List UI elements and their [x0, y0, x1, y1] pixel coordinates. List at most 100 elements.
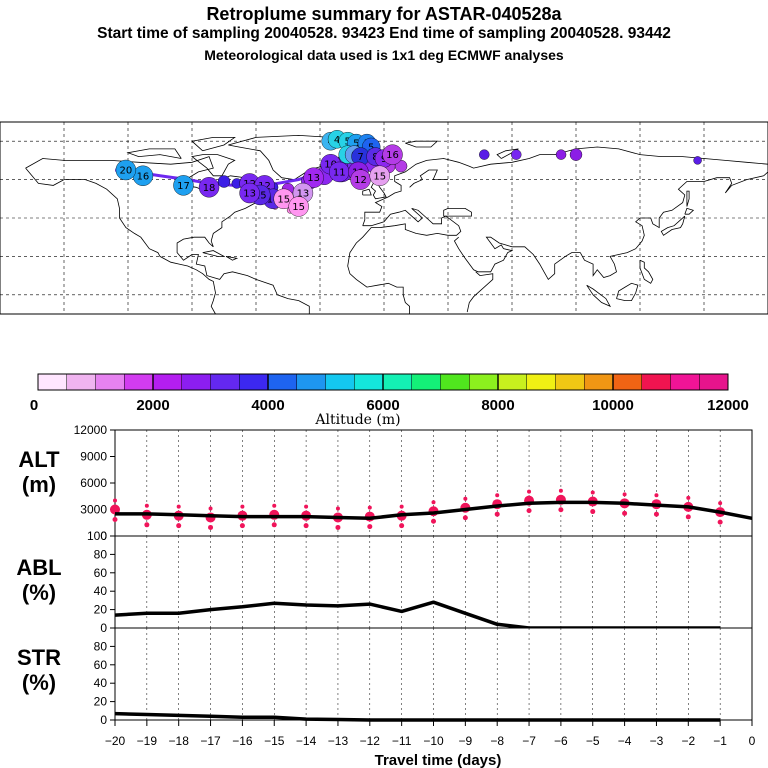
colorbar-swatch [268, 374, 297, 390]
series-line [115, 500, 753, 521]
x-tick-label: −3 [650, 734, 664, 748]
met-data-note: Meteorological data used is 1x1 deg ECMW… [204, 47, 564, 63]
altitude-colorbar: 0 2000 4000 6000 8000 10000 12000 [30, 373, 749, 414]
x-tick-label: −10 [423, 734, 444, 748]
plume-cluster-circle [198, 177, 220, 198]
altitude-cluster-spread [367, 524, 373, 530]
coastline [25, 156, 310, 314]
plume-dot [479, 149, 490, 160]
colorbar-tick-label: 4000 [251, 397, 284, 414]
coastline [496, 148, 519, 159]
panel-unit: (%) [22, 670, 56, 695]
colorbar-label: Altitude (m) [314, 412, 400, 428]
altitude-cluster-spread [399, 523, 405, 529]
coastline [453, 171, 768, 281]
plume-cluster-circle [288, 196, 309, 217]
altitude-cluster-spread [240, 504, 245, 509]
x-tick-label: −4 [618, 734, 632, 748]
coastline [686, 190, 690, 207]
coastline [202, 250, 225, 257]
coastline [443, 208, 472, 217]
altitude-cluster-spread [685, 514, 691, 520]
plume-cluster: 18 [198, 177, 220, 198]
altitude-cluster-spread [590, 490, 595, 495]
colorbar-swatch [670, 374, 700, 390]
plume-cluster: 17 [173, 175, 194, 196]
x-tick-label: −1 [713, 734, 727, 748]
colorbar-swatch [210, 374, 240, 390]
altitude-cluster-spread [558, 488, 563, 493]
x-tick-label: −20 [105, 734, 126, 748]
coastline [586, 284, 612, 308]
altitude-cluster-spread [718, 501, 723, 506]
y-tick-label: 0 [100, 713, 107, 727]
colorbar-tick-label: 12000 [707, 397, 749, 414]
plume-cluster-label: 16 [386, 150, 399, 161]
plume-cluster-label: 5 [353, 139, 359, 150]
colorbar-swatch [95, 374, 125, 390]
colorbar-swatch [38, 374, 67, 390]
y-tick-label: 3000 [80, 503, 107, 517]
plume-cluster: 20 [115, 159, 137, 181]
coastline [362, 188, 372, 196]
altitude-cluster-spread [208, 506, 213, 511]
coastline [616, 282, 639, 301]
colorbar-swatch [296, 374, 326, 390]
y-tick-label: 20 [94, 695, 108, 709]
panel-frame [114, 429, 753, 537]
altitude-cluster-spread [654, 493, 659, 498]
panel-label: ALT [18, 447, 60, 472]
coastline [347, 208, 462, 314]
panel-unit: (%) [22, 580, 56, 605]
x-tick-label: −2 [681, 734, 695, 748]
x-tick-label: −11 [392, 734, 412, 748]
series-line [114, 711, 721, 722]
plume-cluster-label: 17 [177, 181, 190, 192]
altitude-cluster-spread [335, 524, 341, 530]
altitude-cluster-spread [463, 496, 468, 501]
plume-cluster-circle [369, 165, 390, 186]
plume-cluster: 13 [303, 167, 324, 188]
altitude-cluster-spread [431, 500, 436, 505]
panel-str: 80 60 40 20 0 STR(%) [17, 627, 753, 727]
y-tick-label: 60 [94, 658, 108, 672]
panel-unit: (m) [22, 472, 56, 497]
x-tick-label: −5 [586, 734, 600, 748]
plume-cluster-label: 11 [333, 167, 346, 178]
colorbar-swatch [354, 374, 383, 390]
x-tick-label: −19 [137, 734, 158, 748]
altitude-cluster-spread [431, 518, 436, 524]
x-tick-label: −7 [522, 734, 536, 748]
colorbar-swatch [699, 374, 728, 390]
colorbar-tick-label: 6000 [366, 397, 399, 414]
plume-dot [693, 156, 702, 165]
altitude-cluster-spread [113, 498, 117, 503]
colorbar-swatch [411, 374, 441, 390]
x-tick-label: −9 [459, 734, 473, 748]
coastline [684, 207, 695, 215]
altitude-cluster-spread [686, 495, 691, 500]
coastline [25, 167, 216, 315]
plume-cluster: 15 [288, 196, 309, 217]
plume-cluster-circle [239, 182, 260, 204]
plume-cluster-label: 14 [267, 194, 280, 205]
colorbar-swatch [181, 374, 211, 390]
altitude-cluster-spread [558, 507, 564, 513]
colorbar-swatch [239, 374, 268, 390]
altitude-cluster-spread [303, 523, 309, 529]
y-tick-label: 60 [94, 566, 108, 580]
coastline [639, 259, 654, 284]
colorbar-swatch [325, 374, 355, 390]
x-tick-label: −15 [264, 734, 285, 748]
x-tick-label: −17 [200, 734, 221, 748]
altitude-cluster-spread [590, 509, 596, 515]
colorbar-swatch [469, 374, 498, 390]
plume-cluster-label: 15 [254, 190, 267, 201]
colorbar-swatch [153, 374, 182, 390]
plume-cluster-label: 13 [307, 173, 320, 184]
plume-cluster-label: 16 [137, 171, 150, 182]
altitude-cluster-spread [526, 508, 532, 514]
y-tick-label: 20 [94, 603, 108, 617]
plume-cluster-label: 13 [243, 189, 256, 200]
time-series-panels: 120009000600030000ALT(m)100806040200ABL(… [16, 423, 755, 748]
